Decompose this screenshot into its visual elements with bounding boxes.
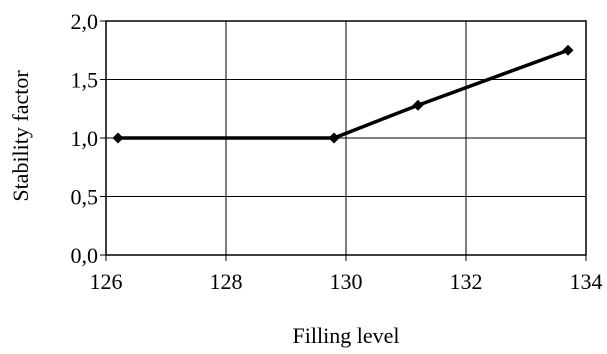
y-tick-label-3: 1,5 [71, 68, 99, 93]
y-axis-title: Stability factor [8, 70, 33, 202]
x-tick-label-3: 132 [450, 269, 483, 294]
data-point-0-3 [562, 44, 574, 56]
data-point-0-2 [412, 99, 424, 111]
y-tick-label-4: 2,0 [71, 9, 99, 34]
x-tick-label-1: 128 [210, 269, 243, 294]
series-line-0 [118, 48, 569, 140]
x-axis-title: Filling level [293, 323, 400, 348]
x-tick-label-4: 134 [570, 269, 603, 294]
x-tick-label-0: 126 [90, 269, 123, 294]
data-point-0-1 [328, 132, 340, 144]
y-tick-label-0: 0,0 [71, 243, 99, 268]
x-axis-ticks: 126 128 130 132 134 [90, 255, 603, 294]
y-axis-ticks: 0,0 0,5 1,0 1,5 2,0 [71, 9, 106, 268]
y-tick-label-2: 1,0 [71, 126, 99, 151]
x-tick-label-2: 130 [330, 269, 363, 294]
series-layer [112, 44, 574, 144]
data-point-0-0 [112, 132, 124, 144]
y-tick-label-1: 0,5 [71, 185, 99, 210]
